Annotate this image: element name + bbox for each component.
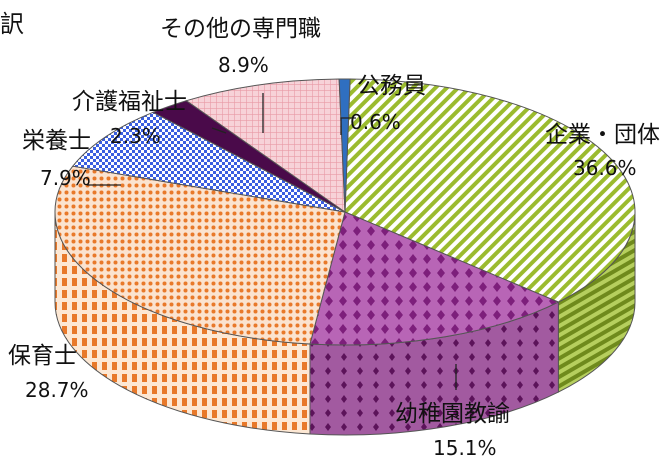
- slice-label: 保育士: [8, 343, 77, 369]
- slice-value: 36.6%: [573, 156, 637, 180]
- slice-label: 企業・団体: [545, 122, 660, 148]
- leader-line: [211, 127, 227, 134]
- slice-label: その他の専門職: [160, 16, 321, 42]
- pie-slice-2: [309, 211, 560, 346]
- slice-label: 公務員: [357, 73, 426, 99]
- slice-value: 8.9%: [218, 53, 269, 77]
- slice-value: 15.1%: [433, 436, 497, 460]
- title-fragment: 訳: [0, 10, 24, 38]
- pie-slice-4: [71, 111, 346, 213]
- slice-label: 栄養士: [22, 128, 91, 154]
- slice-label: 幼稚園教諭: [395, 401, 510, 427]
- pie-slice-3: [54, 165, 346, 345]
- slice-label: 介護福祉士: [72, 89, 187, 115]
- pie-slice-7: [338, 78, 351, 213]
- slice-value: 7.9%: [40, 166, 91, 190]
- slice-value: 2.3%: [110, 124, 161, 148]
- slice-value: 0.6%: [350, 110, 401, 134]
- leader-line: [340, 117, 356, 135]
- pie-slice-1: [344, 78, 636, 303]
- slice-value: 28.7%: [25, 378, 89, 402]
- pie-slice-6: [185, 78, 346, 213]
